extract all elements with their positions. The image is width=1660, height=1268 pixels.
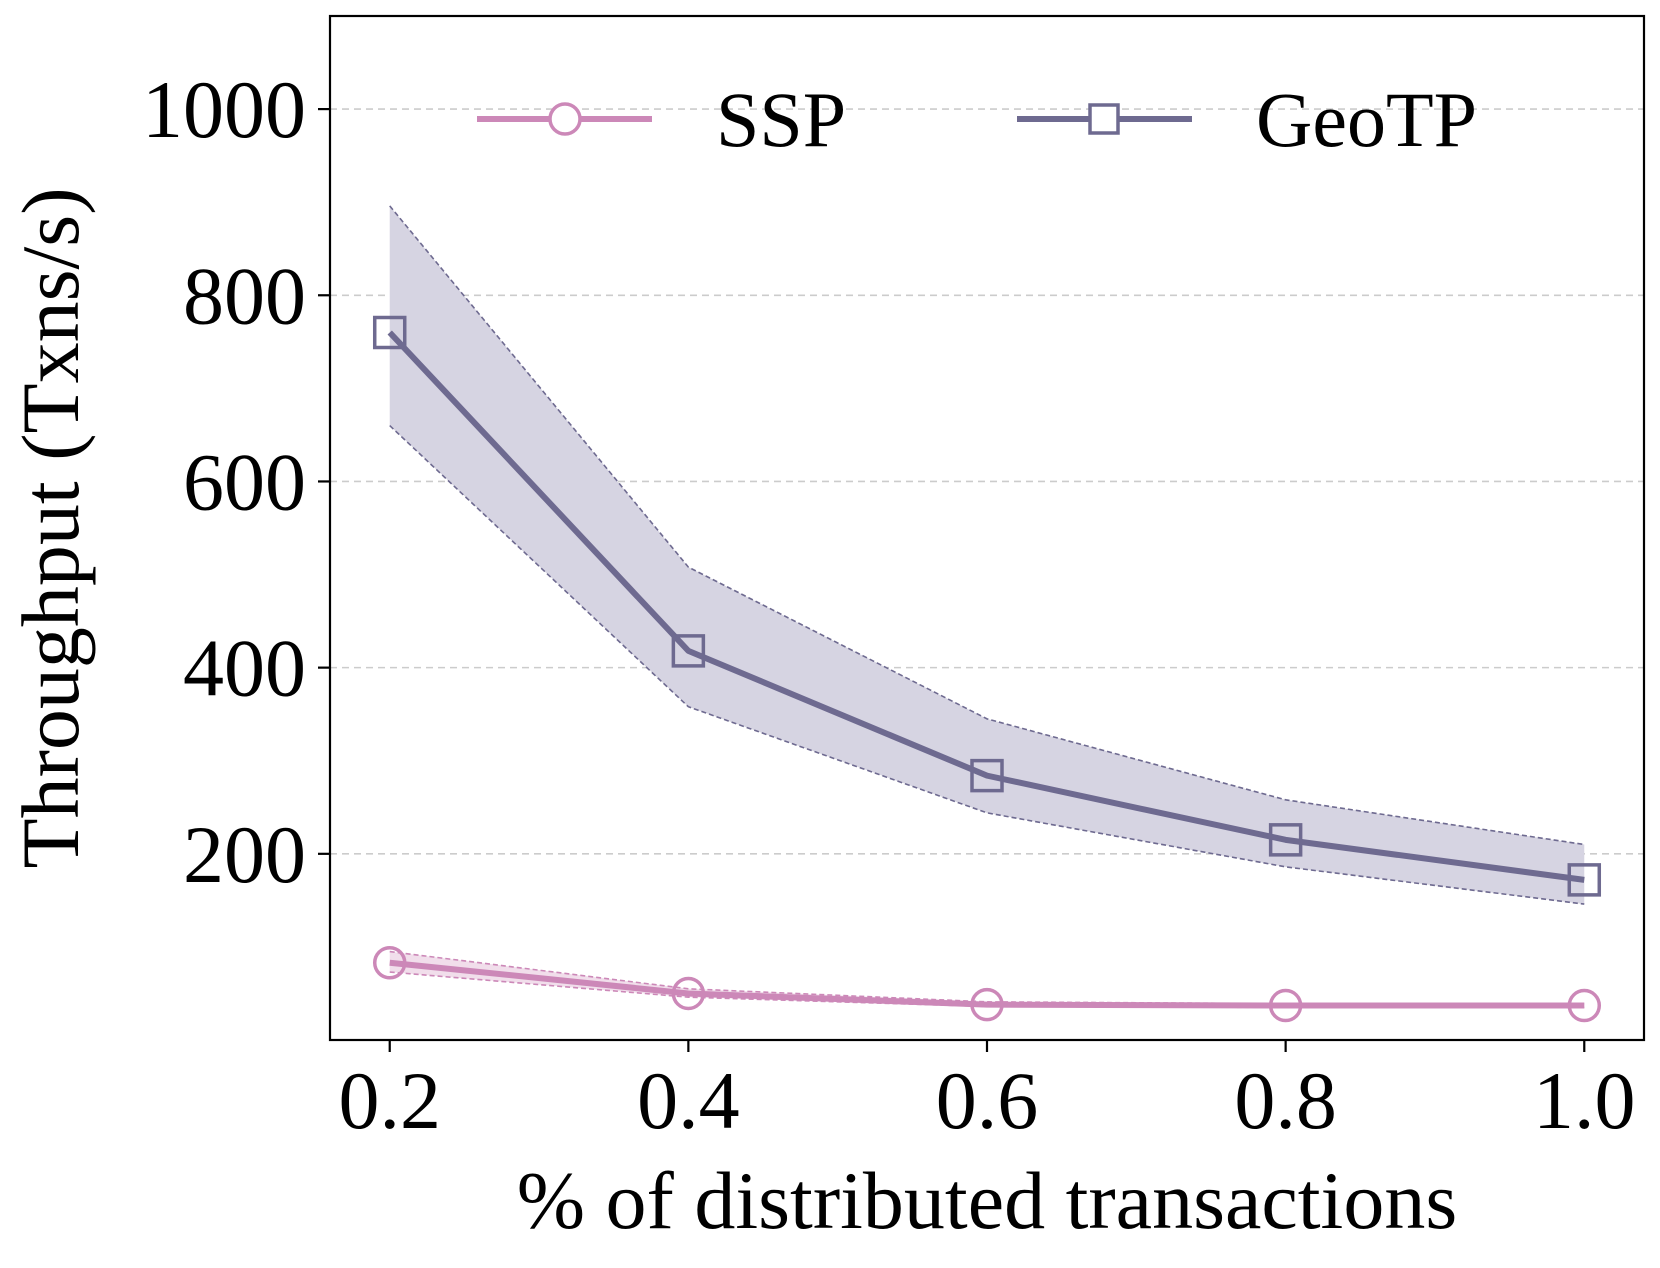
ssp-line: [389, 959, 1585, 1009]
ssp-point-0.8: [1268, 988, 1303, 1023]
ssp-band-upper: [389, 950, 1585, 1005]
x-tick-label-0.8: 0.8: [1234, 1055, 1337, 1146]
x-tick-label-0.4: 0.4: [637, 1055, 740, 1146]
ssp-point-1.0: [1567, 988, 1602, 1023]
y-tick-label-400: 400: [183, 623, 306, 714]
geotp-band: [389, 205, 1585, 905]
geotp-point-0.6: [970, 758, 1004, 793]
x-tick-label-0.6: 0.6: [936, 1055, 1039, 1146]
ssp-point-0.6: [970, 987, 1004, 1022]
x-axis: 0.2 0.4 0.6 0.8 1.0: [338, 1040, 1636, 1146]
y-tick-label-1000: 1000: [142, 64, 306, 155]
x-axis-label: % of distributed transactions: [517, 1155, 1458, 1246]
geotp-point-0.4: [671, 634, 706, 668]
x-tick-label-1.0: 1.0: [1533, 1055, 1636, 1146]
series-layer: [372, 205, 1602, 1023]
x-tick-label-0.2: 0.2: [338, 1055, 441, 1146]
legend-item-ssp[interactable]: SSP: [477, 76, 846, 163]
geotp-line: [387, 330, 1585, 883]
legend-ssp-label: SSP: [716, 76, 846, 163]
y-tick-label-600: 600: [183, 436, 306, 527]
geotp-point-0.2: [372, 315, 407, 350]
legend-item-geotp[interactable]: GeoTP: [1017, 76, 1477, 163]
legend-geotp-label: GeoTP: [1256, 76, 1477, 163]
legend-geotp-marker: [1088, 103, 1120, 135]
y-axis-label: Throughput (Txns/s): [5, 188, 96, 869]
geotp-point-0.8: [1268, 823, 1303, 857]
y-axis: 200 400 600 800 1000: [142, 64, 330, 900]
legend-ssp-marker: [548, 102, 582, 136]
ssp-point-0.2: [372, 945, 407, 980]
y-tick-label-200: 200: [183, 809, 306, 900]
geotp-band-upper: [389, 205, 1585, 846]
y-tick-label-800: 800: [183, 250, 306, 341]
geotp-point-1.0: [1567, 863, 1602, 897]
ssp-point-0.4: [671, 976, 706, 1011]
geotp-band-lower: [389, 425, 1585, 905]
legend: SSP GeoTP: [477, 76, 1477, 163]
